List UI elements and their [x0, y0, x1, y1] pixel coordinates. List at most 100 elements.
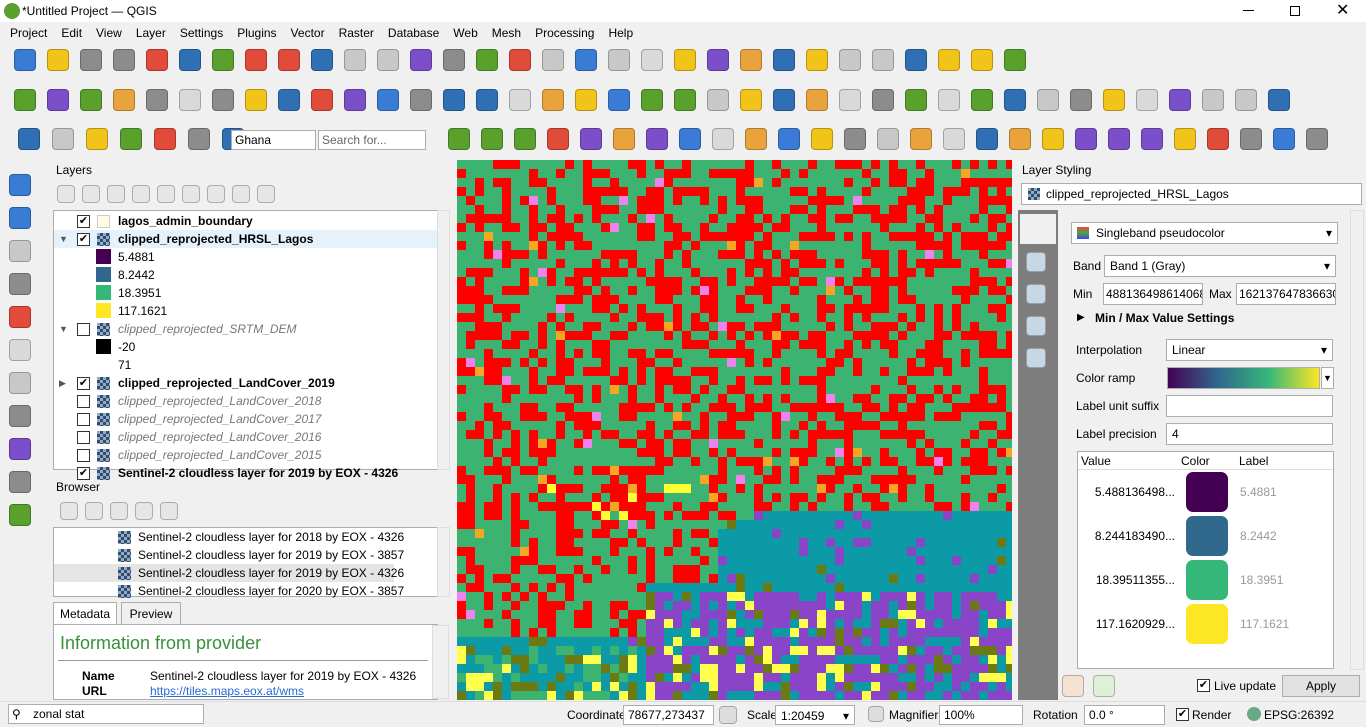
toolbar-icon[interactable]	[188, 128, 210, 150]
layer-name[interactable]: clipped_reprojected_LandCover_2017	[118, 412, 322, 426]
checkbox[interactable]: ✔	[77, 467, 90, 480]
menu-item[interactable]: Database	[387, 26, 440, 40]
toolbar-icon[interactable]	[773, 89, 795, 111]
toolbar-icon[interactable]	[82, 185, 100, 203]
checkbox[interactable]: ✔	[1197, 679, 1210, 692]
expand-arrow[interactable]: ▼	[59, 324, 68, 334]
render-label[interactable]: Render	[1192, 708, 1232, 722]
collapse-arrow[interactable]: ▶	[1077, 312, 1085, 323]
toolbar-icon[interactable]	[641, 89, 663, 111]
expand-arrow[interactable]: ▼	[59, 234, 68, 244]
toolbar-icon[interactable]	[344, 89, 366, 111]
toolbar-icon[interactable]	[344, 49, 366, 71]
input[interactable]: 78677,273437	[623, 705, 714, 725]
checkbox[interactable]	[77, 413, 90, 426]
toolbar-icon[interactable]	[943, 128, 965, 150]
checkbox[interactable]: ✔	[77, 377, 90, 390]
tab[interactable]: Metadata	[53, 602, 117, 625]
toolbar-icon[interactable]	[740, 89, 762, 111]
toolbar-icon[interactable]	[1042, 128, 1064, 150]
toolbar-icon[interactable]	[278, 49, 300, 71]
checkbox[interactable]: ✔	[1176, 708, 1189, 721]
toolbar-icon[interactable]	[377, 89, 399, 111]
toolbar-icon[interactable]	[674, 49, 696, 71]
toolbar-icon[interactable]	[1004, 89, 1026, 111]
toolbar-icon[interactable]	[179, 49, 201, 71]
input[interactable]	[1166, 395, 1333, 417]
toolbar-icon[interactable]	[646, 128, 668, 150]
toolbar-icon[interactable]	[1169, 89, 1191, 111]
live-update[interactable]: Live update	[1214, 679, 1277, 693]
menu-item[interactable]: View	[96, 26, 122, 40]
toolbar-icon[interactable]	[1004, 49, 1026, 71]
toolbar-icon[interactable]	[182, 185, 200, 203]
toolbar-icon[interactable]	[146, 89, 168, 111]
toolbar-icon[interactable]	[1103, 89, 1125, 111]
spinbox[interactable]: 4	[1166, 423, 1333, 445]
toolbar-icon[interactable]	[245, 89, 267, 111]
layer-name[interactable]: clipped_reprojected_LandCover_2016	[118, 430, 322, 444]
menu-item[interactable]: Plugins	[237, 26, 277, 40]
minimize[interactable]	[1243, 10, 1254, 11]
toolbar-icon[interactable]	[707, 49, 729, 71]
checkbox[interactable]	[77, 395, 90, 408]
toolbar-icon[interactable]	[60, 502, 78, 520]
toolbar-icon[interactable]	[278, 89, 300, 111]
toolbar-icon[interactable]	[179, 89, 201, 111]
toolbar-icon[interactable]	[806, 49, 828, 71]
menu-item[interactable]: Web	[453, 26, 478, 40]
toolbar-icon[interactable]	[613, 128, 635, 150]
input[interactable]: 1621376478366301	[1236, 283, 1336, 305]
toolbar-icon[interactable]	[476, 89, 498, 111]
search-box[interactable]: Search for...	[318, 130, 426, 150]
toolbar-icon[interactable]	[971, 89, 993, 111]
toolbar-icon[interactable]	[154, 128, 176, 150]
ramp-button[interactable]: ▼	[1321, 367, 1334, 389]
toolbar-icon[interactable]	[575, 49, 597, 71]
menu-item[interactable]: Raster	[338, 26, 374, 40]
checkbox[interactable]	[77, 431, 90, 444]
toolbar-icon[interactable]	[1273, 128, 1295, 150]
toolbar-icon[interactable]	[257, 185, 275, 203]
toolbar-icon[interactable]	[212, 89, 234, 111]
toolbar-icon[interactable]	[719, 706, 737, 724]
layer-combo[interactable]: clipped_reprojected_HRSL_Lagos	[1021, 183, 1362, 205]
toolbar-icon[interactable]	[839, 89, 861, 111]
toolbar-icon[interactable]	[107, 185, 125, 203]
toolbar-icon[interactable]	[410, 89, 432, 111]
toolbar-icon[interactable]	[80, 49, 102, 71]
toolbar-icon[interactable]	[1026, 348, 1046, 368]
toolbar-icon[interactable]	[1306, 128, 1328, 150]
menu-item[interactable]: Mesh	[491, 26, 522, 40]
toolbar-icon[interactable]	[905, 49, 927, 71]
toolbar-icon[interactable]	[1093, 675, 1115, 697]
toolbar-icon[interactable]	[872, 89, 894, 111]
toolbar-icon[interactable]	[113, 49, 135, 71]
combo[interactable]: Band 1 (Gray) ▾	[1104, 255, 1336, 277]
section-title[interactable]: Min / Max Value Settings	[1095, 311, 1235, 325]
toolbar-icon[interactable]	[740, 49, 762, 71]
close[interactable]: ✕	[1336, 2, 1350, 19]
toolbar-icon[interactable]	[580, 128, 602, 150]
layer-name[interactable]: lagos_admin_boundary	[118, 214, 253, 228]
menu-item[interactable]: Layer	[135, 26, 166, 40]
toolbar-icon[interactable]	[311, 49, 333, 71]
toolbar-icon[interactable]	[207, 185, 225, 203]
toolbar-icon[interactable]	[443, 49, 465, 71]
toolbar-icon[interactable]	[14, 89, 36, 111]
toolbar-icon[interactable]	[1141, 128, 1163, 150]
class-color[interactable]	[1186, 604, 1228, 644]
toolbar-icon[interactable]	[1174, 128, 1196, 150]
toolbar-icon[interactable]	[1268, 89, 1290, 111]
toolbar-icon[interactable]	[1240, 128, 1262, 150]
toolbar-icon[interactable]	[1202, 89, 1224, 111]
toolbar-icon[interactable]	[971, 49, 993, 71]
toolbar-icon[interactable]	[712, 128, 734, 150]
toolbar-icon[interactable]	[113, 89, 135, 111]
toolbar-icon[interactable]	[146, 49, 168, 71]
menu-item[interactable]: Edit	[61, 26, 83, 40]
layer-name[interactable]: Sentinel-2 cloudless layer for 2019 by E…	[118, 466, 399, 480]
toolbar-icon[interactable]	[608, 89, 630, 111]
toolbar-icon[interactable]	[232, 185, 250, 203]
toolbar-icon[interactable]	[608, 49, 630, 71]
